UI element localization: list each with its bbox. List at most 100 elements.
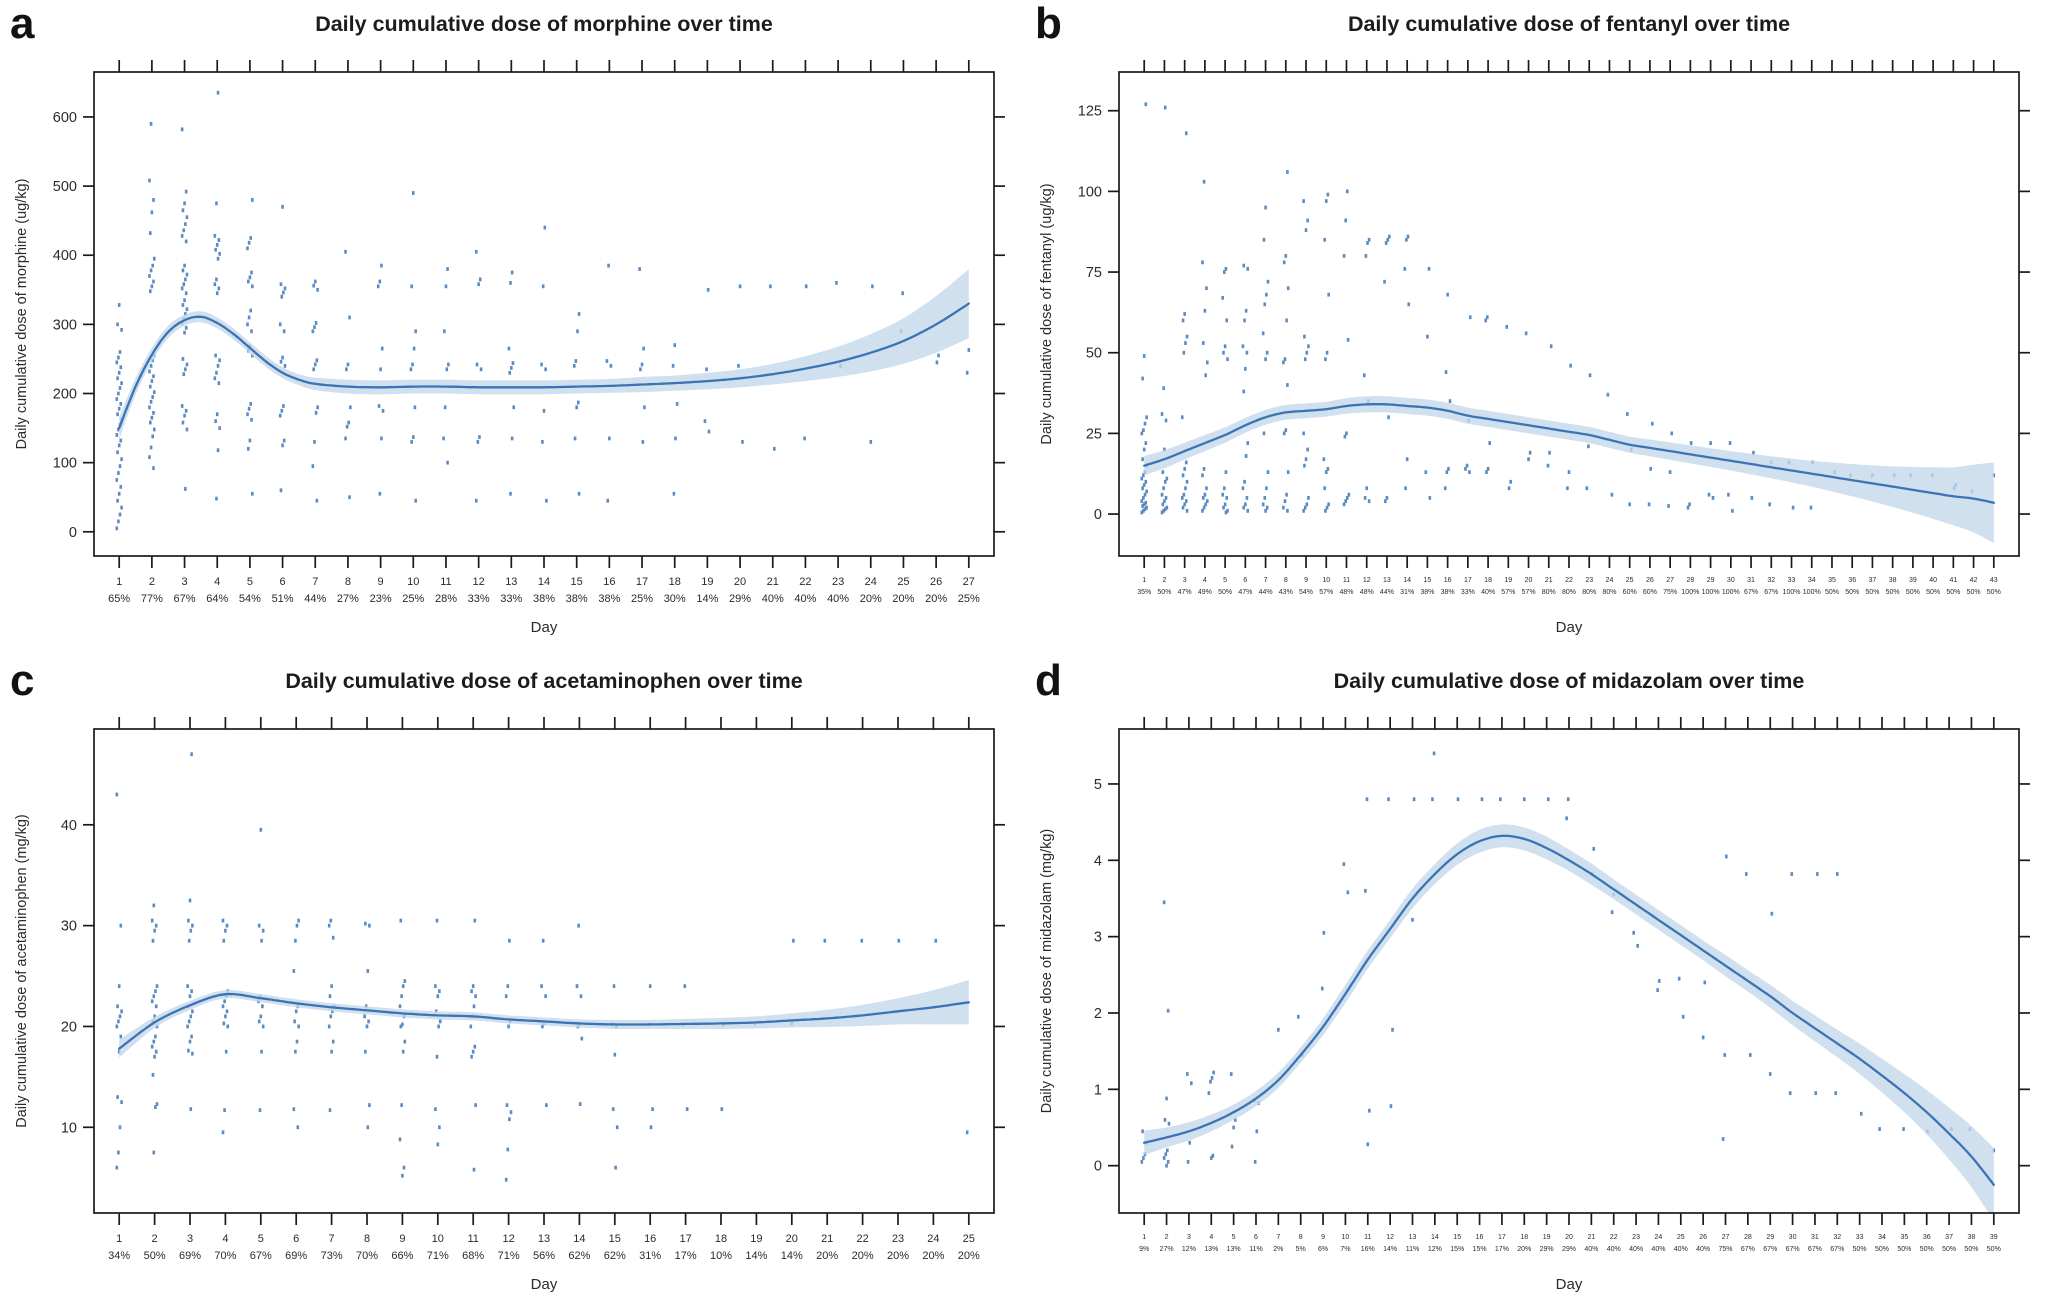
svg-text:29: 29 [1766, 1234, 1774, 1241]
svg-text:50%: 50% [1865, 589, 1879, 596]
svg-text:15%: 15% [1450, 1246, 1464, 1253]
svg-text:24: 24 [1655, 1234, 1663, 1241]
svg-text:20: 20 [786, 1233, 798, 1245]
svg-text:1: 1 [1142, 1234, 1146, 1241]
svg-text:22: 22 [1610, 1234, 1618, 1241]
svg-text:67%: 67% [250, 1250, 272, 1262]
svg-text:9: 9 [1304, 577, 1308, 584]
svg-text:2: 2 [152, 1233, 158, 1245]
svg-text:25%: 25% [402, 593, 424, 605]
svg-text:2: 2 [1162, 577, 1166, 584]
panel-letter-b: b [1035, 0, 1062, 48]
svg-text:67%: 67% [1764, 589, 1778, 596]
svg-text:9: 9 [1321, 1234, 1325, 1241]
svg-text:15: 15 [571, 576, 583, 588]
svg-text:Daily cumulative dose of morph: Daily cumulative dose of morphine (ug/kg… [14, 179, 30, 450]
svg-text:23: 23 [1585, 577, 1593, 584]
svg-text:1: 1 [1094, 1082, 1102, 1098]
svg-text:12%: 12% [1182, 1246, 1196, 1253]
svg-text:7%: 7% [1340, 1246, 1350, 1253]
svg-text:50%: 50% [1946, 589, 1960, 596]
svg-text:67%: 67% [1830, 1246, 1844, 1253]
svg-text:40%: 40% [827, 593, 849, 605]
svg-text:1: 1 [116, 1233, 122, 1245]
svg-text:10: 10 [407, 576, 419, 588]
svg-text:40: 40 [1929, 577, 1937, 584]
svg-text:19: 19 [1504, 577, 1512, 584]
svg-text:17%: 17% [675, 1250, 697, 1262]
svg-text:14%: 14% [696, 593, 718, 605]
svg-text:14: 14 [1431, 1234, 1439, 1241]
svg-text:4: 4 [1203, 577, 1207, 584]
svg-text:32: 32 [1767, 577, 1775, 584]
svg-text:9: 9 [399, 1233, 405, 1245]
svg-text:50%: 50% [1845, 589, 1859, 596]
svg-text:12%: 12% [1428, 1246, 1442, 1253]
svg-text:67%: 67% [1744, 589, 1758, 596]
svg-text:16: 16 [603, 576, 615, 588]
svg-text:29%: 29% [729, 593, 751, 605]
svg-text:50%: 50% [1875, 1246, 1889, 1253]
svg-text:20%: 20% [892, 593, 914, 605]
svg-text:Day: Day [1556, 1276, 1583, 1293]
svg-text:26: 26 [930, 576, 942, 588]
svg-text:20%: 20% [922, 1250, 944, 1262]
svg-text:71%: 71% [427, 1250, 449, 1262]
svg-text:34: 34 [1878, 1234, 1886, 1241]
svg-text:36: 36 [1923, 1234, 1931, 1241]
svg-text:70%: 70% [356, 1250, 378, 1262]
svg-text:56%: 56% [533, 1250, 555, 1262]
svg-text:38%: 38% [598, 593, 620, 605]
svg-text:22: 22 [1565, 577, 1573, 584]
svg-text:25%: 25% [631, 593, 653, 605]
svg-text:64%: 64% [206, 593, 228, 605]
svg-text:15%: 15% [1473, 1246, 1487, 1253]
svg-text:6: 6 [280, 576, 286, 588]
svg-text:17%: 17% [1495, 1246, 1509, 1253]
svg-text:28%: 28% [435, 593, 457, 605]
svg-text:11: 11 [440, 576, 451, 588]
svg-text:13%: 13% [1227, 1246, 1241, 1253]
svg-text:75%: 75% [1663, 589, 1677, 596]
svg-text:80%: 80% [1602, 589, 1616, 596]
svg-text:5: 5 [1094, 777, 1102, 793]
svg-text:7: 7 [312, 576, 318, 588]
svg-text:67%: 67% [174, 593, 196, 605]
svg-text:23: 23 [1632, 1234, 1640, 1241]
svg-text:13: 13 [538, 1233, 550, 1245]
svg-text:67%: 67% [1786, 1246, 1800, 1253]
svg-text:54%: 54% [239, 593, 261, 605]
svg-text:10: 10 [432, 1233, 444, 1245]
svg-text:38%: 38% [1420, 589, 1434, 596]
svg-text:15: 15 [1453, 1234, 1461, 1241]
svg-text:40%: 40% [794, 593, 816, 605]
svg-text:67%: 67% [1741, 1246, 1755, 1253]
svg-text:48%: 48% [1339, 589, 1353, 596]
svg-text:21: 21 [1587, 1234, 1595, 1241]
svg-text:18: 18 [669, 576, 681, 588]
svg-text:18: 18 [1520, 1234, 1528, 1241]
svg-text:26: 26 [1699, 1234, 1707, 1241]
svg-text:17: 17 [1464, 577, 1472, 584]
svg-text:18: 18 [715, 1233, 727, 1245]
svg-text:Daily cumulative dose of fenta: Daily cumulative dose of fentanyl (ug/kg… [1039, 183, 1055, 444]
svg-text:600: 600 [53, 110, 77, 126]
svg-text:21: 21 [767, 576, 779, 588]
svg-text:6: 6 [1254, 1234, 1258, 1241]
svg-text:10%: 10% [710, 1250, 732, 1262]
svg-text:71%: 71% [498, 1250, 520, 1262]
svg-text:40%: 40% [762, 593, 784, 605]
svg-text:34%: 34% [108, 1250, 130, 1262]
svg-text:20: 20 [61, 1019, 77, 1035]
morphine-scatter-plot: 1 65% 2 77% 3 67% 4 64% 5 54% 6 51% 7 44% 8 27% 9 23% 10 25… [14, 60, 1005, 636]
svg-text:19: 19 [750, 1233, 762, 1245]
svg-text:4: 4 [1209, 1234, 1213, 1241]
svg-text:40%: 40% [1584, 1246, 1598, 1253]
svg-text:33: 33 [1788, 577, 1796, 584]
svg-text:0: 0 [69, 525, 77, 541]
svg-text:38%: 38% [533, 593, 555, 605]
svg-text:7: 7 [1276, 1234, 1280, 1241]
svg-text:0: 0 [1094, 1159, 1102, 1175]
svg-text:27: 27 [1722, 1234, 1730, 1241]
svg-text:57%: 57% [1501, 589, 1515, 596]
